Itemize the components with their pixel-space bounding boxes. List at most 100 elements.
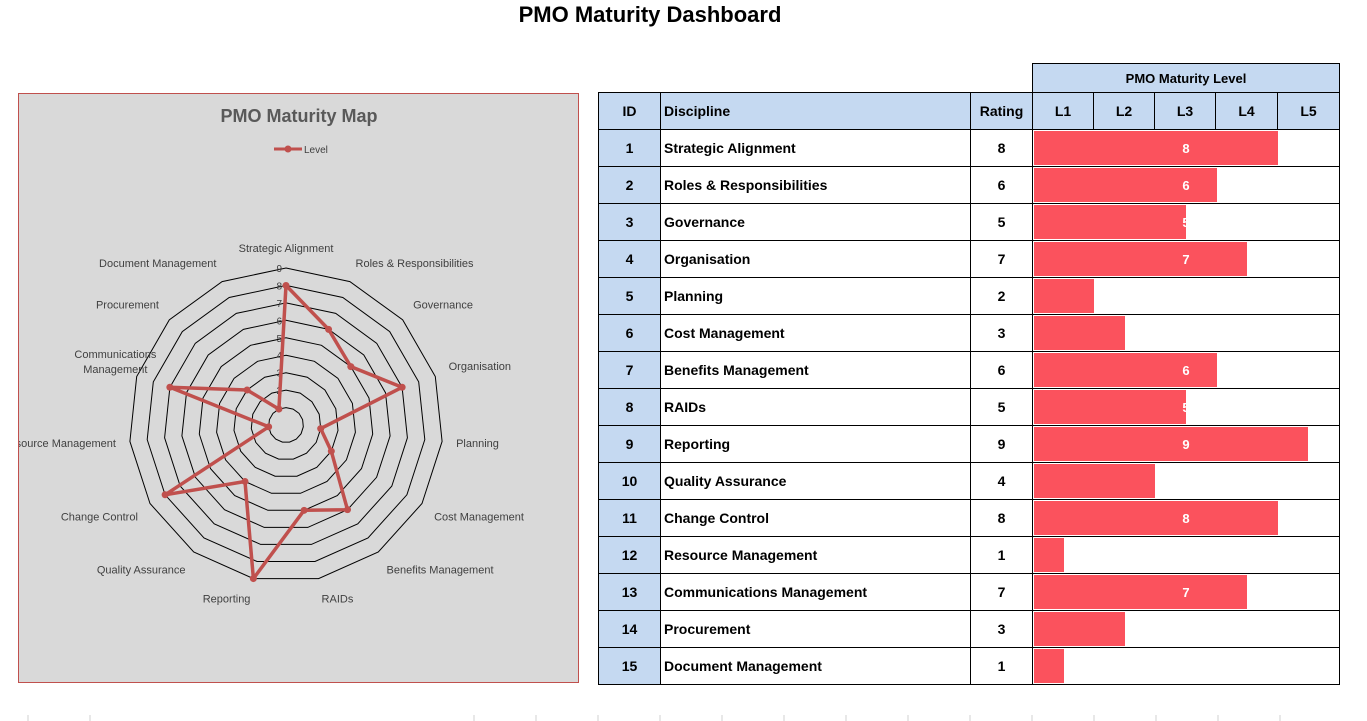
row-rating: 4	[970, 462, 1033, 500]
row-rating: 6	[970, 166, 1033, 204]
maturity-bar	[1034, 501, 1278, 535]
row-rating: 3	[970, 610, 1033, 648]
category-label: Governance	[413, 300, 473, 312]
radial-tick-label: 9	[276, 264, 282, 275]
maturity-bar	[1034, 168, 1217, 202]
legend-point-marker	[284, 145, 292, 153]
data-point	[325, 325, 333, 333]
radar-gridline	[268, 407, 304, 443]
radial-tick-label: 7	[276, 299, 282, 310]
sheet-gridline-ticks	[27, 715, 1281, 721]
category-label: Benefits Management	[387, 564, 494, 576]
row-rating: 8	[970, 129, 1033, 167]
row-rating: 5	[970, 388, 1033, 426]
radar-gridline	[216, 354, 356, 494]
row-maturity-bar-cell	[1032, 314, 1340, 352]
row-id: 4	[598, 240, 661, 278]
radial-tick-label: 4	[276, 351, 282, 362]
row-rating: 7	[970, 573, 1033, 611]
chart-legend: Level	[274, 145, 328, 156]
maturity-bar	[1034, 279, 1095, 313]
maturity-table: PMO Maturity Level ID Discipline Rating …	[598, 63, 1340, 685]
row-maturity-bar-cell: 8	[1032, 129, 1340, 167]
maturity-bar-label: 6	[1182, 177, 1190, 193]
maturity-bar	[1034, 316, 1125, 350]
data-point	[282, 281, 290, 289]
row-rating: 7	[970, 240, 1033, 278]
data-point	[275, 405, 283, 413]
row-id: 15	[598, 647, 661, 685]
data-point	[398, 383, 406, 391]
category-label: Resource Management	[19, 438, 116, 450]
row-rating: 3	[970, 314, 1033, 352]
column-header-id: ID	[598, 92, 661, 130]
row-id: 2	[598, 166, 661, 204]
maturity-bar-label	[1176, 537, 1196, 573]
column-header-l5: L5	[1277, 92, 1340, 130]
maturity-bar	[1034, 538, 1064, 572]
table-row: 1 Strategic Alignment 8 8	[598, 129, 1340, 167]
row-maturity-bar-cell	[1032, 610, 1340, 648]
maturity-bar-label	[1176, 611, 1196, 647]
category-label: Quality Assurance	[97, 564, 186, 576]
row-discipline: Cost Management	[660, 314, 971, 352]
row-discipline: Governance	[660, 203, 971, 241]
table-row: 7 Benefits Management 6 6	[598, 351, 1340, 389]
row-discipline: Roles & Responsibilities	[660, 166, 971, 204]
row-discipline: Planning	[660, 277, 971, 315]
category-label: Strategic Alignment	[239, 243, 334, 255]
radar-gridline	[164, 302, 408, 545]
table-row: 2 Roles & Responsibilities 6 6	[598, 166, 1340, 204]
radar-chart: PMO Maturity Map Level 123456789Strategi…	[19, 106, 524, 605]
column-header-l2: L2	[1093, 92, 1155, 130]
data-point	[166, 383, 174, 391]
table-row: 13 Communications Management 7 7	[598, 573, 1340, 611]
table-row: 9 Reporting 9 9	[598, 425, 1340, 463]
row-maturity-bar-cell: 6	[1032, 351, 1340, 389]
radar-gridline	[129, 267, 443, 580]
data-point	[317, 425, 325, 433]
row-discipline: Change Control	[660, 499, 971, 537]
table-row: 8 RAIDs 5 5	[598, 388, 1340, 426]
row-id: 9	[598, 425, 661, 463]
row-id: 8	[598, 388, 661, 426]
series-line-level	[163, 283, 404, 581]
page-title: PMO Maturity Dashboard	[518, 2, 782, 27]
maturity-level-group-header: PMO Maturity Level	[1032, 63, 1340, 93]
maturity-bar-label: 8	[1182, 510, 1190, 526]
maturity-bar-label: 8	[1182, 140, 1190, 156]
table-row: 5 Planning 2	[598, 277, 1340, 315]
radar-gridline	[250, 389, 322, 460]
maturity-bar-label: 5	[1182, 214, 1190, 230]
maturity-bar	[1034, 353, 1217, 387]
row-id: 10	[598, 462, 661, 500]
table-row: 10 Quality Assurance 4	[598, 462, 1340, 500]
row-id: 3	[598, 203, 661, 241]
radial-tick-label: 5	[276, 334, 282, 345]
row-discipline: Benefits Management	[660, 351, 971, 389]
maturity-bar	[1034, 131, 1278, 165]
data-point	[265, 423, 273, 431]
category-label: Reporting	[203, 593, 251, 605]
data-point	[300, 506, 308, 514]
maturity-bar-label	[1176, 463, 1196, 499]
data-point	[344, 506, 352, 514]
category-label: Planning	[456, 438, 499, 450]
row-maturity-bar-cell: 9	[1032, 425, 1340, 463]
maturity-bar	[1034, 649, 1064, 683]
category-label: Cost Management	[434, 512, 524, 524]
maturity-bar	[1034, 427, 1309, 461]
maturity-bar	[1034, 575, 1248, 609]
maturity-bar	[1034, 242, 1248, 276]
maturity-bar-label	[1176, 278, 1196, 314]
maturity-bar	[1034, 205, 1186, 239]
column-header-rating: Rating	[970, 92, 1033, 130]
maturity-bar-label	[1176, 648, 1196, 684]
data-point	[249, 575, 257, 583]
row-id: 7	[598, 351, 661, 389]
row-maturity-bar-cell	[1032, 647, 1340, 685]
column-header-l3: L3	[1154, 92, 1216, 130]
maturity-bar-label: 9	[1182, 436, 1190, 452]
column-header-discipline: Discipline	[660, 92, 971, 130]
row-rating: 8	[970, 499, 1033, 537]
